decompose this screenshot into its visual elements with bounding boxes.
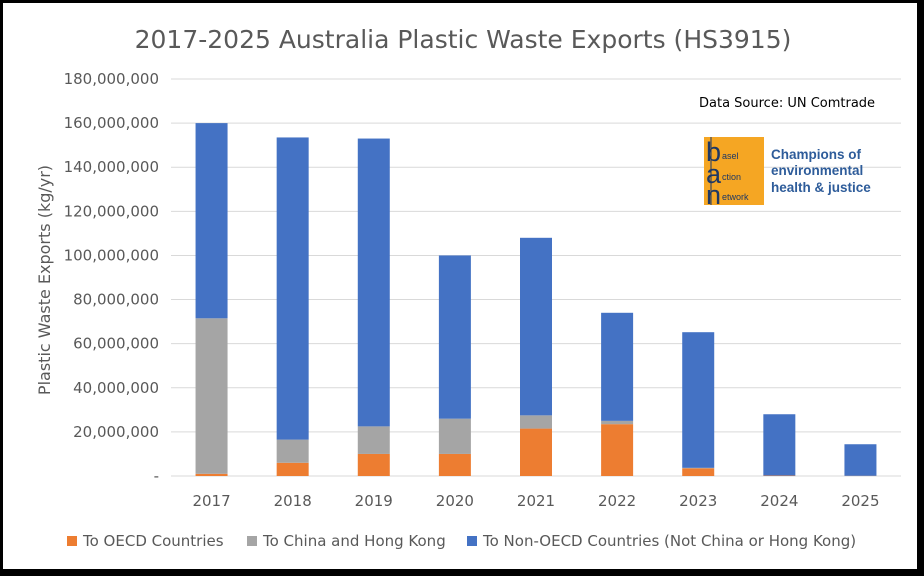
bar-segment-non-oecd-2017	[195, 123, 228, 319]
legend-label-oecd: To OECD Countries	[82, 532, 224, 550]
logo-background	[704, 137, 764, 205]
bars	[195, 123, 877, 476]
y-tick-label: 20,000,000	[73, 423, 159, 441]
x-tick-label: 2023	[679, 492, 717, 510]
bar-segment-oecd-2022	[601, 424, 634, 476]
chart-frame: 2017-2025 Australia Plastic Waste Export…	[3, 3, 917, 569]
ban-logo: b a n asel ction etwork	[704, 137, 764, 210]
legend-label-non-oecd: To Non-OECD Countries (Not China or Hong…	[482, 532, 856, 550]
bar-segment-non-oecd-2018	[276, 137, 309, 440]
logo-letter-n: n	[706, 180, 721, 210]
chart-title: 2017-2025 Australia Plastic Waste Export…	[135, 25, 792, 54]
legend-swatch-china-hk	[247, 536, 257, 546]
logo-tagline-line-1: Champions of	[771, 147, 862, 162]
bar-segment-china-hk-2022	[601, 420, 634, 425]
data-source-note: Data Source: UN Comtrade	[699, 96, 875, 111]
y-axis-ticks: - 20,000,000 40,000,000 60,000,000 80,000,00…	[64, 70, 159, 485]
bar-segment-china-hk-2018	[276, 439, 309, 463]
x-tick-label: 2017	[192, 492, 230, 510]
y-tick-label: 180,000,000	[64, 70, 159, 88]
x-tick-label: 2024	[760, 492, 798, 510]
logo-letter-a: a	[706, 159, 722, 189]
bar-segment-oecd-2018	[276, 462, 309, 476]
y-tick-label: 160,000,000	[64, 114, 159, 132]
bar-segment-oecd-2019	[357, 453, 390, 476]
bar-segment-oecd-2020	[438, 453, 471, 476]
y-tick-label: 40,000,000	[73, 379, 159, 397]
x-tick-label: 2025	[841, 492, 879, 510]
y-tick-label: 80,000,000	[73, 291, 159, 309]
logo-word-basel: asel	[722, 151, 739, 161]
logo-tagline-line-3: health & justice	[771, 180, 871, 195]
x-tick-label: 2022	[598, 492, 636, 510]
bar-segment-non-oecd-2024	[763, 414, 796, 476]
bar-segment-non-oecd-2020	[438, 255, 471, 419]
bar-segment-oecd-2023	[682, 468, 715, 476]
bar-segment-oecd-2017	[195, 473, 228, 476]
bar-segment-china-hk-2020	[438, 418, 471, 454]
bar-segment-non-oecd-2025	[844, 444, 877, 476]
bar-segment-non-oecd-2022	[601, 312, 634, 421]
x-tick-label: 2021	[517, 492, 555, 510]
legend-swatch-oecd	[67, 536, 77, 546]
y-tick-label: 60,000,000	[73, 335, 159, 353]
bar-segment-non-oecd-2021	[520, 237, 552, 416]
y-tick-label: 120,000,000	[64, 202, 159, 220]
bar-segment-non-oecd-2023	[682, 332, 715, 468]
x-axis-ticks: 2017 2018 2019 2020 2021 2022 2023 2024 2025	[192, 492, 879, 510]
x-tick-label: 2020	[436, 492, 474, 510]
logo-tagline-line-2: environmental	[771, 163, 863, 178]
y-tick-label: 140,000,000	[64, 158, 159, 176]
x-tick-label: 2019	[355, 492, 393, 510]
logo-word-action: ction	[722, 172, 741, 182]
bar-segment-china-hk-2021	[520, 415, 552, 429]
logo-word-network: etwork	[722, 192, 749, 202]
bar-segment-oecd-2021	[520, 428, 552, 476]
y-tick-label: 100,000,000	[64, 246, 159, 264]
chart-canvas: 2017-2025 Australia Plastic Waste Export…	[35, 25, 901, 550]
legend-label-china-hk: To China and Hong Kong	[262, 532, 446, 550]
legend: To OECD Countries To China and Hong Kong…	[67, 532, 856, 550]
x-tick-label: 2018	[274, 492, 312, 510]
logo-letter-b: b	[706, 137, 721, 167]
bar-segment-non-oecd-2019	[357, 138, 390, 427]
y-tick-label: -	[154, 467, 159, 485]
y-axis-label: Plastic Waste Exports (kg/yr)	[35, 165, 54, 395]
legend-swatch-non-oecd	[467, 536, 477, 546]
bar-segment-china-hk-2017	[195, 318, 228, 474]
bar-segment-china-hk-2019	[357, 426, 390, 454]
